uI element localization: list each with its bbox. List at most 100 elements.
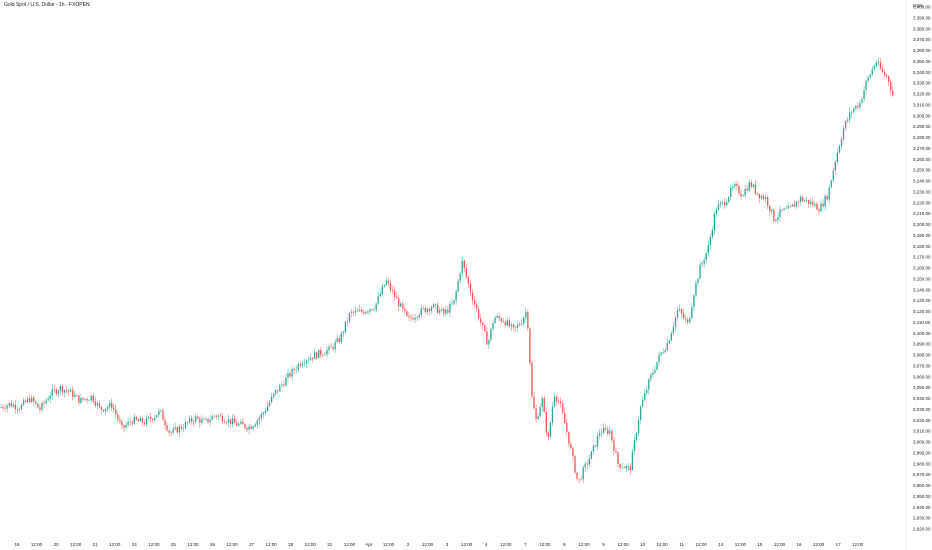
candle-body xyxy=(693,295,695,308)
candle-body xyxy=(340,333,342,342)
candle-body xyxy=(357,310,359,312)
candle-body xyxy=(453,300,455,304)
candle-body xyxy=(760,195,763,199)
candle-body xyxy=(100,406,103,410)
candle-body xyxy=(406,311,408,316)
candle-body xyxy=(512,324,515,328)
candle-body xyxy=(88,400,90,401)
candle-body xyxy=(191,418,193,422)
candle-body xyxy=(377,296,379,304)
candle-body xyxy=(631,451,634,471)
price-tick-label: 3,150.00 xyxy=(913,276,931,281)
candle-body xyxy=(689,317,691,323)
price-tick-label: 3,370.00 xyxy=(913,37,931,42)
candle-body xyxy=(482,322,484,326)
candle-body xyxy=(859,102,861,108)
candle-body xyxy=(816,203,818,210)
candle-body xyxy=(879,61,882,69)
candle-body xyxy=(668,340,670,343)
candle-body xyxy=(875,62,877,67)
candle-body xyxy=(84,398,86,400)
candle-body xyxy=(832,170,834,181)
candle-body xyxy=(564,412,566,424)
time-tick-label: 14 xyxy=(718,542,724,547)
price-tick-label: 3,110.00 xyxy=(913,320,931,325)
time-tick-label: 12:00 xyxy=(617,542,629,547)
price-axis[interactable]: 2,920.00 2,930.00 2,940.00 2,950.00 2,960.00… xyxy=(913,5,931,532)
candle-body xyxy=(193,421,195,423)
candle-body xyxy=(596,435,599,447)
candle-body xyxy=(33,397,35,402)
time-tick-label: 12:00 xyxy=(70,542,82,547)
candle-body xyxy=(61,386,64,393)
candle-body xyxy=(588,458,590,465)
candle-body xyxy=(545,411,547,433)
price-tick-label: 3,160.00 xyxy=(913,266,931,271)
candle-body xyxy=(623,467,625,469)
candle-body xyxy=(812,201,814,206)
time-axis[interactable]: 19 12:00 20 12:00 21 12:00 24 12:00 25 12:00 26 12:… xyxy=(14,542,863,547)
candle-body xyxy=(330,346,332,348)
candle-body xyxy=(227,419,230,423)
price-tick-label: 3,070.00 xyxy=(913,363,931,368)
candle-body xyxy=(652,373,654,375)
candle-body xyxy=(250,426,252,429)
candle-body xyxy=(273,393,275,397)
price-tick-label: 3,300.00 xyxy=(913,113,931,118)
candle-body xyxy=(268,402,271,406)
candle-body xyxy=(576,472,578,479)
time-tick-label: 8 xyxy=(563,542,566,547)
candle-body xyxy=(771,209,773,212)
time-tick-label: 10 xyxy=(640,542,646,547)
candle-body xyxy=(674,317,677,327)
candle-body xyxy=(721,201,724,203)
candle-body xyxy=(49,395,51,399)
candle-body xyxy=(115,409,117,415)
candle-body xyxy=(484,325,486,331)
candle-body xyxy=(506,320,508,326)
candle-body xyxy=(765,197,767,200)
candle-body xyxy=(264,410,267,413)
candle-body xyxy=(289,373,291,377)
candle-body xyxy=(510,324,513,327)
candle-body xyxy=(756,193,759,195)
time-tick-label: 12:00 xyxy=(383,542,395,547)
candle-body xyxy=(18,409,21,410)
candle-body xyxy=(672,326,675,334)
candle-body xyxy=(291,368,293,377)
candle-body xyxy=(424,307,426,312)
candle-body xyxy=(531,362,533,397)
candle-body xyxy=(361,309,363,312)
candle-body xyxy=(592,445,595,452)
candle-body xyxy=(851,111,853,113)
candle-body xyxy=(726,201,728,206)
candle-body xyxy=(41,402,43,410)
candle-body xyxy=(578,478,580,480)
candle-body xyxy=(47,398,49,401)
candle-body xyxy=(355,310,357,313)
candle-body xyxy=(307,359,310,361)
price-tick-label: 3,030.00 xyxy=(913,407,931,412)
candle-body xyxy=(400,303,402,307)
candle-body xyxy=(562,403,564,413)
candle-body xyxy=(205,418,207,420)
price-tick-label: 3,380.00 xyxy=(913,26,931,31)
candle-body xyxy=(504,321,506,326)
candle-body xyxy=(877,61,880,63)
candle-body xyxy=(117,414,119,420)
candle-body xyxy=(496,315,498,318)
candle-body xyxy=(598,433,601,436)
candle-body xyxy=(281,384,283,386)
candle-body xyxy=(475,304,478,309)
time-tick-label: 25 xyxy=(171,542,177,547)
candle-body xyxy=(752,184,754,187)
candle-body xyxy=(664,350,666,353)
candle-body xyxy=(76,394,78,396)
candle-body xyxy=(547,432,549,437)
candle-body xyxy=(326,350,328,355)
candle-body xyxy=(416,317,418,318)
candle-body xyxy=(170,432,172,434)
candle-body xyxy=(828,187,830,200)
candle-body xyxy=(633,439,636,452)
